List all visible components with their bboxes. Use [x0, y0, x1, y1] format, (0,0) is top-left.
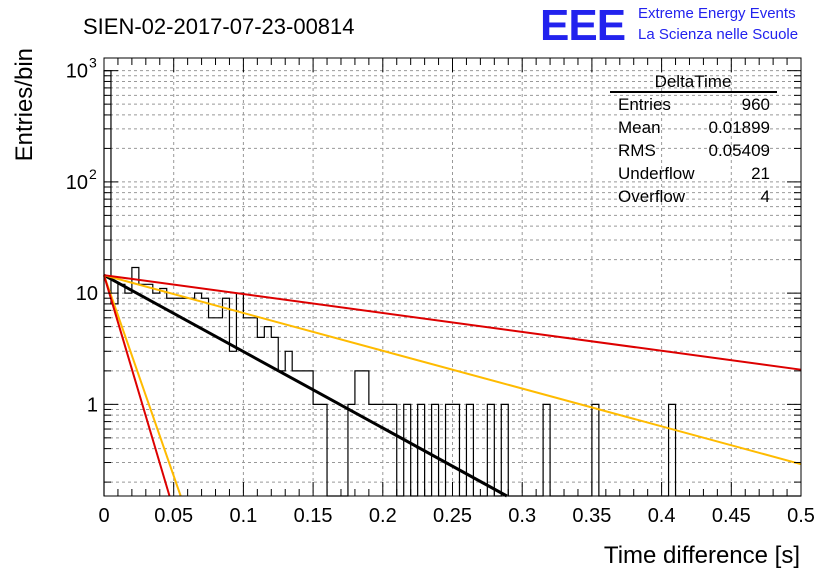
- x-tick-label: 0.3: [508, 505, 536, 527]
- stats-label-entries: Entries: [618, 95, 671, 114]
- y-tick-exponent: 2: [89, 166, 97, 182]
- y-tick-label: 10: [66, 172, 88, 194]
- stats-label-overflow: Overflow: [618, 187, 686, 206]
- x-tick-label: 0.45: [712, 505, 751, 527]
- y-tick-label: 10: [76, 283, 98, 305]
- logo-line-2: La Scienza nelle Scuole: [638, 26, 798, 43]
- stats-label-underflow: Underflow: [618, 164, 695, 183]
- x-tick-label: 0.2: [369, 505, 397, 527]
- stats-label-mean: Mean: [618, 118, 661, 137]
- y-tick-exponent: 3: [89, 55, 97, 71]
- y-tick-label: 10: [66, 61, 88, 83]
- chart-title: SIEN-02-2017-07-23-00814: [83, 14, 355, 39]
- x-tick-label: 0.1: [229, 505, 257, 527]
- stats-label-rms: RMS: [618, 141, 656, 160]
- stats-value-mean: 0.01899: [709, 118, 770, 137]
- stats-title: DeltaTime: [655, 72, 732, 91]
- stats-box: DeltaTime Entries 960 Mean 0.01899 RMS 0…: [610, 72, 777, 206]
- fit-line: [103, 274, 182, 497]
- x-tick-label: 0: [98, 505, 109, 527]
- stats-value-entries: 960: [742, 95, 770, 114]
- fit-line: [103, 274, 802, 371]
- x-tick-label: 0.25: [433, 505, 472, 527]
- y-tick-label: 1: [87, 394, 98, 416]
- x-tick-label: 0.35: [572, 505, 611, 527]
- stats-value-overflow: 4: [761, 187, 770, 206]
- x-tick-label: 0.5: [787, 505, 815, 527]
- logo-mark: EEE: [540, 1, 625, 50]
- stats-value-rms: 0.05409: [709, 141, 770, 160]
- fit-lines: [103, 273, 802, 498]
- y-axis-label: Entries/bin: [11, 48, 38, 161]
- logo-line-1: Extreme Energy Events: [638, 5, 796, 22]
- stats-value-underflow: 21: [751, 164, 770, 183]
- x-tick-label: 0.05: [154, 505, 193, 527]
- grid: [104, 58, 801, 496]
- x-axis-label: Time difference [s]: [604, 542, 800, 569]
- fit-line: [103, 273, 508, 498]
- x-tick-label: 0.4: [648, 505, 676, 527]
- fit-line: [103, 274, 802, 466]
- fit-line: [103, 274, 171, 497]
- axis-ticks: 0 0.05 0.1 0.15 0.2 0.25 0.3 0.35 0.4 0.45 0.5 1 10 1…: [66, 55, 815, 527]
- eee-logo: EEE Extreme Energy Events La Scienza nel…: [540, 1, 798, 50]
- x-tick-label: 0.15: [294, 505, 333, 527]
